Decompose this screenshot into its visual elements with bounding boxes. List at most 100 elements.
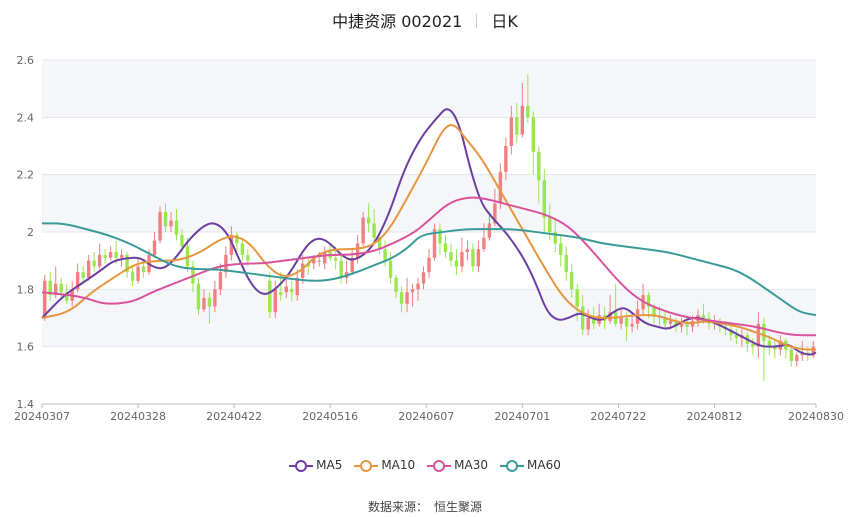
source-name: 恒生聚源 xyxy=(434,500,483,514)
candle-body xyxy=(767,340,772,347)
candle-body xyxy=(542,180,546,218)
candle-body xyxy=(668,320,673,324)
candle-body xyxy=(619,318,623,324)
candle-body xyxy=(570,272,574,290)
x-tick-label: 20240830 xyxy=(788,410,844,423)
candle-body xyxy=(493,203,497,224)
legend-item-ma60[interactable]: MA60 xyxy=(500,458,561,473)
candle-body xyxy=(454,260,459,267)
candle-body xyxy=(476,249,481,267)
candle-body xyxy=(608,312,612,321)
y-tick-label: 2.2 xyxy=(17,169,35,182)
candle-body xyxy=(789,349,793,361)
candle-body xyxy=(152,240,157,255)
candle-body xyxy=(756,323,761,347)
candle-body xyxy=(279,292,283,296)
candle-body xyxy=(399,292,404,304)
candle-body xyxy=(92,260,96,267)
candle-body xyxy=(586,318,590,330)
ma-line-ma10 xyxy=(41,124,816,351)
x-tick-label: 20240722 xyxy=(590,410,646,423)
legend-symbol xyxy=(427,459,452,473)
candle-body xyxy=(416,283,420,290)
candle-body xyxy=(652,306,656,316)
candle-body xyxy=(108,252,113,258)
legend: MA5 MA10 MA30 MA60 xyxy=(0,458,850,473)
candle-body xyxy=(438,229,442,244)
candle-body xyxy=(218,272,223,290)
candle-body xyxy=(130,272,135,281)
candle-body xyxy=(646,295,651,307)
y-tick-label: 1.4 xyxy=(17,398,35,411)
legend-item-ma10[interactable]: MA10 xyxy=(354,458,415,473)
candle-body xyxy=(213,289,217,307)
candle-body xyxy=(394,277,398,293)
candle-body xyxy=(366,217,371,224)
legend-label: MA60 xyxy=(527,458,561,472)
candle-body xyxy=(663,318,667,324)
candle-body xyxy=(207,297,212,307)
candle-body xyxy=(515,117,519,135)
candle-body xyxy=(103,254,107,258)
candle-body xyxy=(377,237,382,250)
candle-body xyxy=(526,105,530,118)
candle-body xyxy=(679,323,684,327)
candle-body xyxy=(372,223,376,238)
candle-body xyxy=(734,335,739,339)
legend-item-ma30[interactable]: MA30 xyxy=(427,458,488,473)
candle-body xyxy=(229,234,234,255)
candle-body xyxy=(180,234,184,247)
candle-body xyxy=(240,243,245,255)
candle-body xyxy=(191,266,195,284)
candle-body xyxy=(268,280,272,313)
legend-circle xyxy=(360,459,373,472)
stock-name: 中捷资源 002021 xyxy=(332,12,463,31)
legend-circle xyxy=(295,459,308,472)
candle-body xyxy=(202,297,206,310)
candle-body xyxy=(630,323,634,327)
candle-body xyxy=(317,260,321,262)
candle-body xyxy=(290,289,294,293)
x-tick-label: 20240328 xyxy=(110,410,166,423)
candle-body xyxy=(504,146,508,172)
legend-item-ma5[interactable]: MA5 xyxy=(289,458,342,473)
y-tick-label: 1.8 xyxy=(17,283,35,296)
candle-body xyxy=(548,217,552,232)
candle-body xyxy=(114,252,118,258)
candle-body xyxy=(405,292,409,304)
candle-body xyxy=(125,254,129,273)
candle-body xyxy=(537,151,541,181)
candle-body xyxy=(520,105,525,135)
candle-body xyxy=(581,306,585,330)
candle-body xyxy=(482,237,486,250)
period-label[interactable]: 日K xyxy=(491,12,518,31)
candle-body xyxy=(48,280,52,296)
candle-body xyxy=(54,283,58,296)
legend-symbol xyxy=(289,459,314,473)
y-axis-labels: 1.4 1.6 1.8 2 2.2 2.4 2.6 xyxy=(17,54,35,411)
ma-lines xyxy=(41,108,817,356)
candle-body xyxy=(43,280,47,318)
candle-body xyxy=(762,323,766,341)
candle-body xyxy=(498,171,503,204)
candle-body xyxy=(443,243,448,253)
candle-body xyxy=(531,117,535,152)
candle-body xyxy=(751,343,755,347)
candle-body xyxy=(169,220,173,227)
candle-body xyxy=(312,257,316,264)
y-tick-label: 2 xyxy=(27,226,34,239)
candle-body xyxy=(701,315,706,318)
candle-body xyxy=(591,318,596,324)
candle-body xyxy=(685,323,689,327)
candle-body xyxy=(624,318,629,327)
candle-body xyxy=(119,254,124,258)
candle-body xyxy=(361,217,365,244)
candle-body xyxy=(350,257,354,273)
y-tick-label: 1.6 xyxy=(17,341,35,354)
x-tick-label: 20240812 xyxy=(686,410,742,423)
candle-body xyxy=(136,266,140,281)
candle-body xyxy=(773,346,777,350)
candle-body xyxy=(295,277,299,296)
y-tick-label: 2.4 xyxy=(17,111,35,124)
candle-body xyxy=(410,289,415,293)
